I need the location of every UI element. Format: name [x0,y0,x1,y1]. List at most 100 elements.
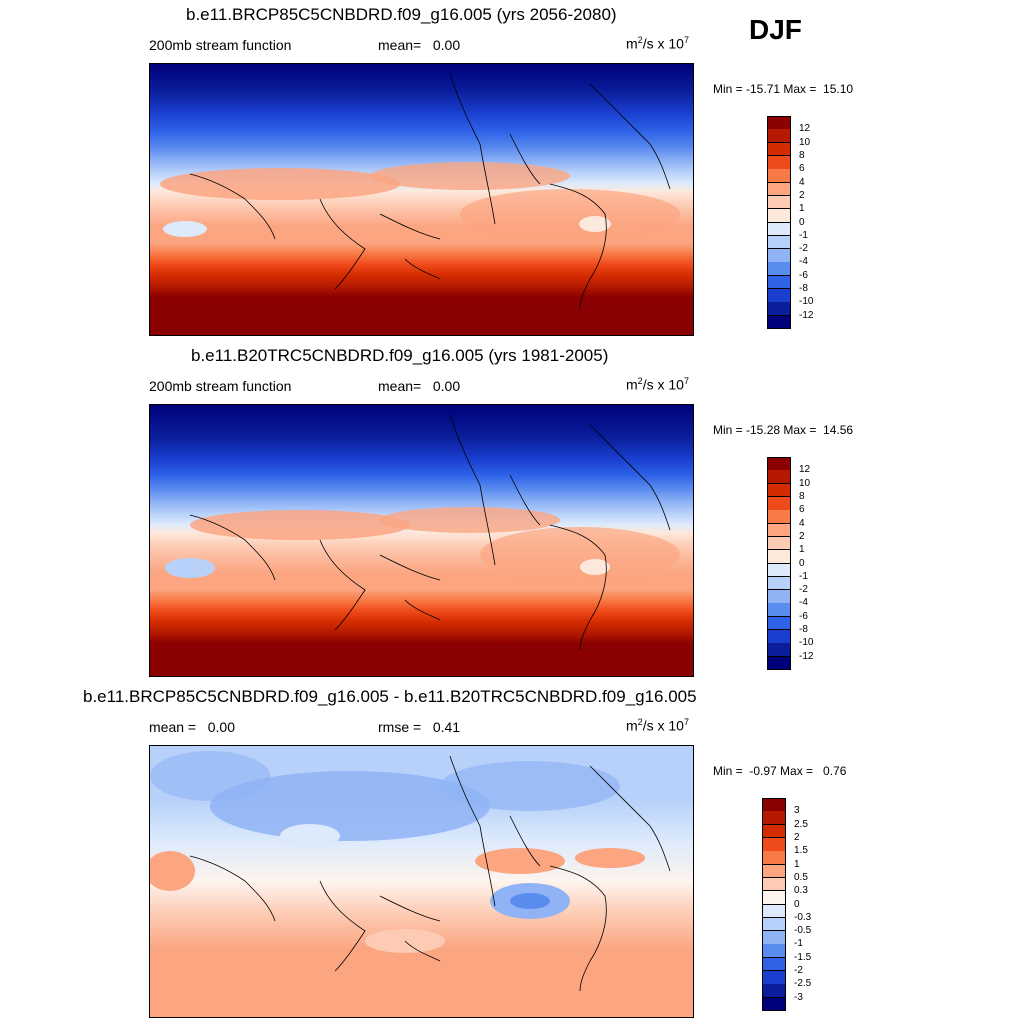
panel1-variable-label: 200mb stream function [149,37,292,53]
colorbar-swatch [762,864,786,879]
colorbar-swatch [767,262,791,277]
colorbar-tick-label: -3 [794,991,803,1003]
colorbar-swatch [762,944,786,959]
colorbar-tick-label: 12 [799,123,811,135]
panel2-minmax: Min = -15.28 Max = 14.56 [713,423,854,437]
colorbar-tick-label: 1 [799,203,805,215]
panel1-map [149,63,694,336]
colorbar-tick-label: 2 [794,831,800,843]
colorbar-swatch [767,523,791,538]
panel1-minmax: Min = -15.71 Max = 15.10 [713,82,854,96]
colorbar-tick-label: -10 [799,296,814,308]
panel3-rmse-label: rmse = 0.41 [378,719,461,735]
colorbar-swatch [767,302,791,316]
colorbar-swatch [762,957,786,972]
colorbar-tick-label: -2 [799,243,808,255]
panel3-colorbar: 3 2.5 2 1.5 1 0.5 0.3 0 -0.3 -0.5 -1 -1.5 -2 -2.5 -3 [762,798,811,1012]
panel3-minmax: Min = -0.97 Max = 0.76 [713,764,847,778]
colorbar-tick-label: 4 [799,517,805,529]
colorbar-swatch [767,510,791,524]
colorbar-tick-label: -8 [799,283,808,295]
colorbar-swatch [762,811,786,825]
panel2-variable-label: 200mb stream function [149,378,292,394]
panel3-mean-label: mean = 0.00 [149,719,236,735]
colorbar-tick-label: -0.5 [794,925,812,937]
colorbar-swatch [767,195,791,210]
colorbar-tick-label: 1.5 [794,845,808,857]
colorbar-tick-label: -0.3 [794,911,812,923]
colorbar-tick-label: -1.5 [794,951,812,963]
panel2-map [149,404,694,677]
panel2-units: m2/s x 107 [626,376,689,393]
colorbar-swatch [762,971,786,985]
colorbar-tick-label: 2 [799,530,805,542]
colorbar-swatch [767,155,791,170]
colorbar-swatch [767,142,791,157]
colorbar-swatch [767,249,791,263]
colorbar-swatch [767,289,791,303]
colorbar-tick-label: -2 [799,584,808,596]
colorbar-tick-label: 8 [799,149,805,161]
colorbar-swatch [767,116,791,130]
colorbar-tick-label: 10 [799,136,811,148]
colorbar-tick-label: 8 [799,490,805,502]
colorbar-tick-label: 2.5 [794,818,808,830]
colorbar-swatch [767,643,791,657]
colorbar-tick-label: 6 [799,163,805,175]
colorbar-tick-label: -1 [799,570,808,582]
colorbar-tick-label: 4 [799,176,805,188]
colorbar-swatch [767,616,791,631]
colorbar-tick-label: 1 [794,858,800,870]
colorbar-tick-label: 0.3 [794,885,808,897]
colorbar-tick-label: -12 [799,309,814,321]
colorbar-swatch [767,457,791,471]
colorbar-swatch [767,536,791,551]
colorbar-swatch [767,550,791,564]
colorbar-swatch [767,169,791,183]
colorbar-swatch [762,798,786,812]
colorbar-swatch [767,209,791,223]
colorbar-tick-label: 3 [794,805,800,817]
colorbar-tick-label: -2.5 [794,978,812,990]
colorbar-tick-label: 0 [799,216,805,228]
colorbar-swatch [767,275,791,290]
panel2-colorbar: 12 10 8 6 4 2 1 0 -1 -2 -4 -6 -8 -10 -12 [767,457,813,671]
colorbar-swatch [762,891,786,905]
colorbar-tick-label: -10 [799,637,814,649]
panel3-units: m2/s x 107 [626,717,689,734]
colorbar-tick-label: 1 [799,544,805,556]
colorbar-tick-label: 10 [799,477,811,489]
colorbar-swatch [767,590,791,604]
colorbar-swatch [767,576,791,591]
colorbar-tick-label: 2 [799,189,805,201]
colorbar-swatch [767,603,791,618]
colorbar-tick-label: -4 [799,597,808,609]
colorbar-tick-label: -12 [799,650,814,662]
colorbar-tick-label: -1 [794,938,803,950]
panel3-title: b.e11.BRCP85C5CNBDRD.f09_g16.005 - b.e11… [83,687,697,706]
colorbar-swatch [762,837,786,852]
colorbar-tick-label: -1 [799,229,808,241]
panel1-title: b.e11.BRCP85C5CNBDRD.f09_g16.005 (yrs 20… [186,5,617,24]
colorbar-tick-label: -2 [794,965,803,977]
colorbar-swatch [767,470,791,484]
colorbar-tick-label: -8 [799,624,808,636]
colorbar-swatch [767,563,791,578]
colorbar-swatch [762,931,786,945]
season-label: DJF [749,14,802,45]
colorbar-tick-label: 0 [794,898,800,910]
colorbar-swatch [762,877,786,892]
colorbar-swatch [762,824,786,839]
colorbar-swatch [767,483,791,498]
panel1-colorbar: 12 10 8 6 4 2 1 0 -1 -2 -4 -6 -8 -10 -12 [767,116,813,330]
colorbar-swatch [767,182,791,197]
colorbar-swatch [767,630,791,644]
colorbar-tick-label: 0 [799,557,805,569]
panel1-units: m2/s x 107 [626,35,689,52]
colorbar-tick-label: -6 [799,269,808,281]
colorbar-tick-label: -6 [799,610,808,622]
colorbar-swatch [762,917,786,932]
colorbar-tick-label: 0.5 [794,871,808,883]
colorbar-swatch [767,129,791,143]
colorbar-swatch [762,904,786,919]
